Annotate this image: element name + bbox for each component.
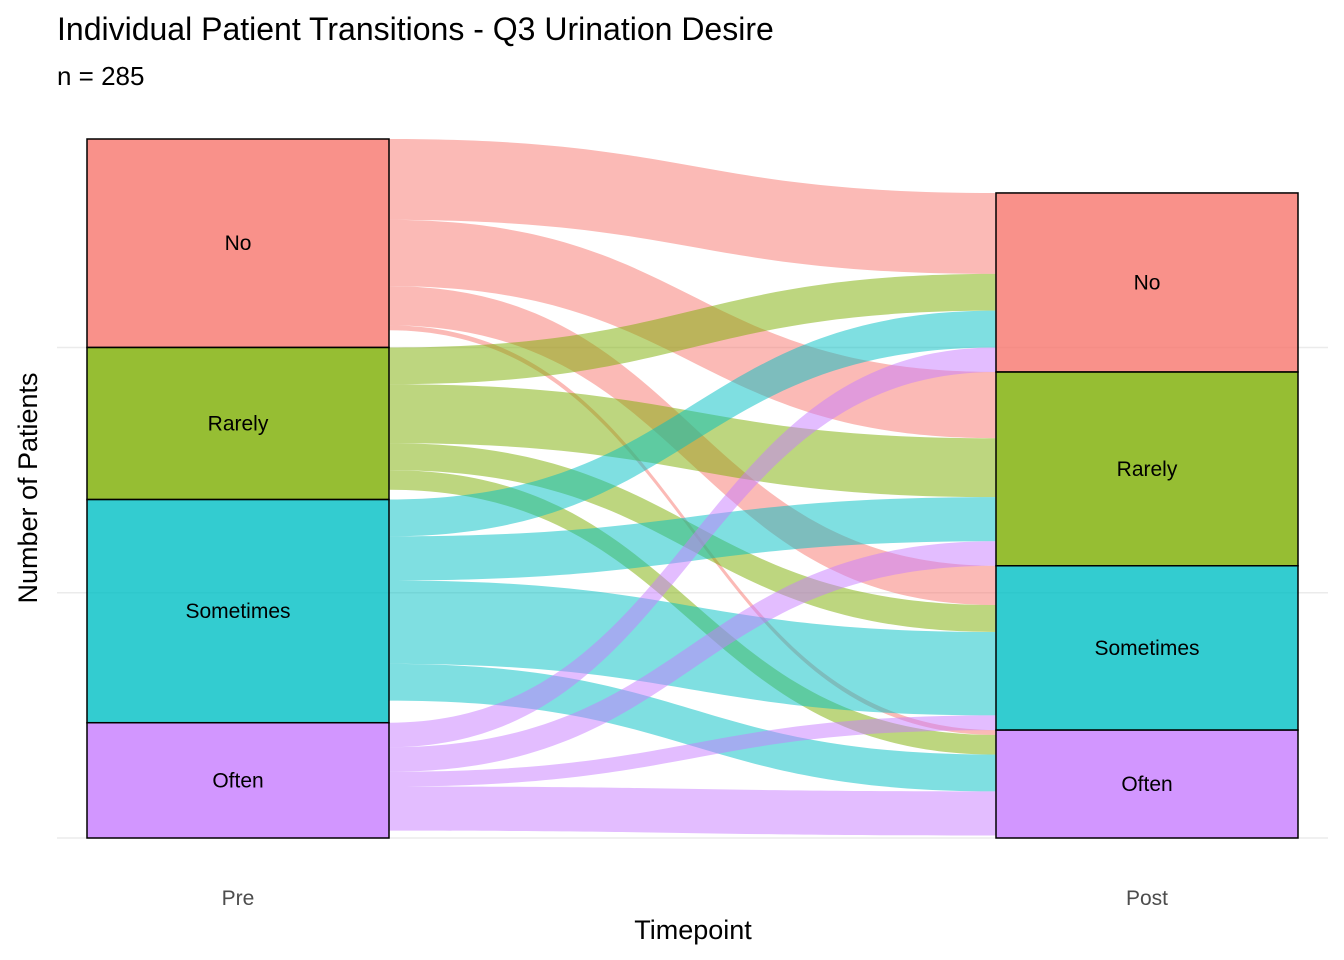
post-stratum-label-sometimes: Sometimes [1094,637,1199,660]
pre-stratum-label-rarely: Rarely [208,413,269,436]
post-stratum-often [995,729,1299,839]
flow-often-to-no [389,347,996,748]
post-stratum-label-often: Often [1121,773,1172,796]
flow-often-to-often [389,786,996,836]
flow-often-to-sometimes [389,715,996,787]
chart-title: Individual Patient Transitions - Q3 Urin… [57,11,774,47]
post-stratum-label-no: No [1134,271,1161,294]
flow-often-to-rarely [389,541,996,772]
flows [389,139,996,836]
flow-no-to-no [389,139,996,274]
x-tick-label-post: Post [1126,887,1168,910]
post-stratum-label-rarely: Rarely [1117,458,1178,481]
flow-rarely-to-no [389,273,996,385]
y-axis-title: Number of Patients [13,372,43,603]
post-stratum-sometimes [995,565,1299,731]
pre-stratum-often [86,721,390,839]
chart-subtitle: n = 285 [57,61,144,91]
pre-stratum-no [86,138,390,349]
x-tick-label-pre: Pre [222,887,255,910]
pre-stratum-label-often: Often [212,769,263,792]
post-stratum-no [995,192,1299,373]
strata: No Rarely Sometimes Often No Rarely Sometimes O… [86,138,1299,839]
x-axis-title: Timepoint [634,915,752,945]
pre-stratum-label-sometimes: Sometimes [185,600,290,623]
pre-stratum-rarely [86,346,390,501]
flow-sometimes-to-no [389,310,996,537]
pre-stratum-label-no: No [225,232,252,255]
post-stratum-rarely [995,371,1299,567]
pre-stratum-sometimes [86,498,390,724]
